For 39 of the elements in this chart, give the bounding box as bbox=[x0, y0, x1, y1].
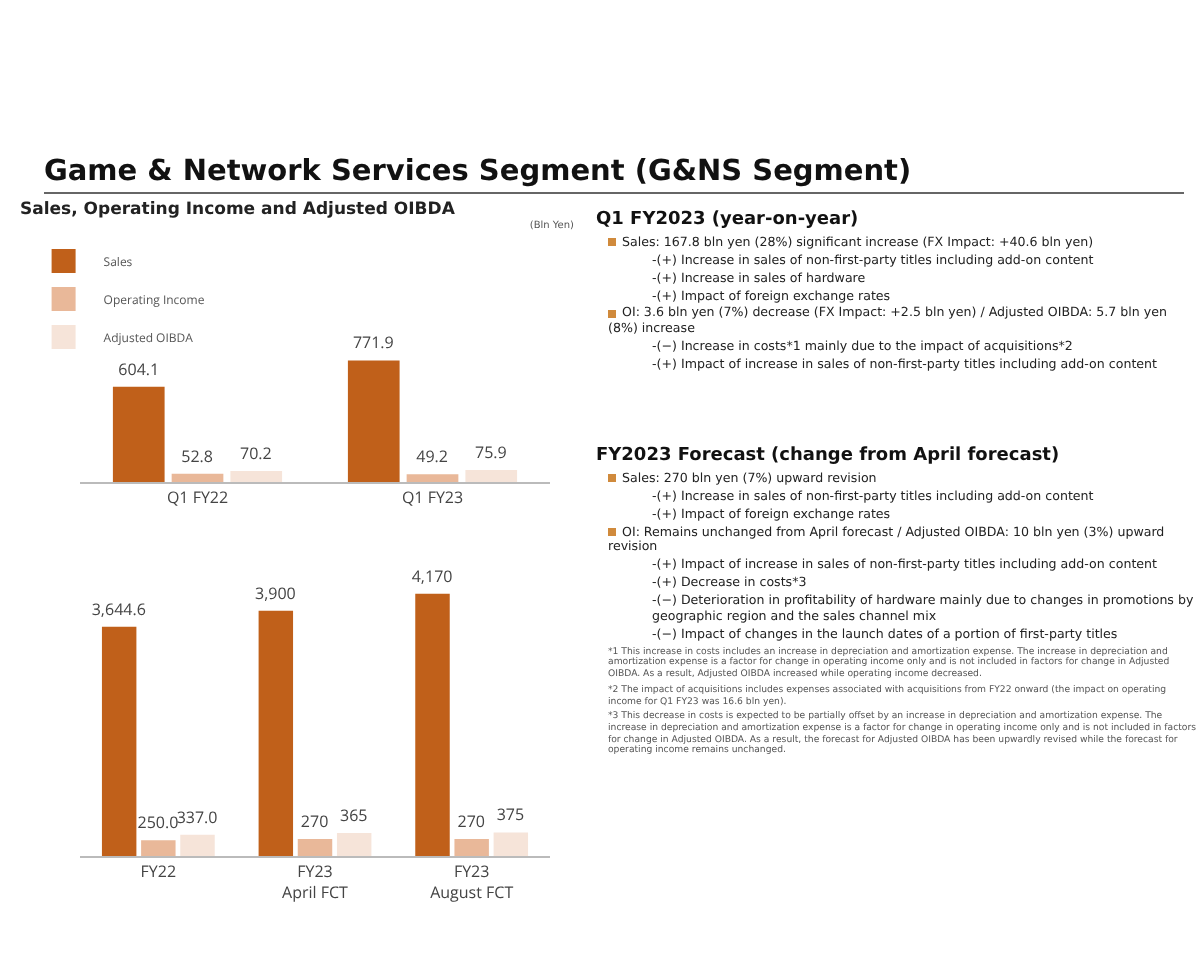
x-tick-label: FY22 bbox=[140, 861, 177, 884]
bar bbox=[406, 474, 459, 482]
x-tick-label: FY23 April FCT bbox=[282, 861, 350, 904]
data-label: 3,900 bbox=[255, 582, 297, 605]
bar bbox=[141, 840, 176, 856]
bar bbox=[347, 360, 400, 482]
data-label: 75.9 bbox=[475, 442, 508, 465]
bar bbox=[493, 832, 529, 856]
bar bbox=[297, 839, 333, 856]
x-tick-label: Q1 FY23 bbox=[401, 487, 464, 510]
data-label: 771.9 bbox=[352, 332, 395, 355]
bar bbox=[180, 834, 215, 856]
x-tick-label: FY23 August FCT bbox=[430, 861, 515, 904]
bar bbox=[230, 470, 283, 482]
bar bbox=[415, 593, 450, 856]
bar bbox=[465, 470, 518, 482]
data-label: 4,170 bbox=[411, 565, 454, 588]
data-label: 365 bbox=[340, 805, 369, 828]
data-label: 52.8 bbox=[181, 445, 214, 468]
bar bbox=[454, 839, 489, 856]
data-label: 375 bbox=[496, 804, 525, 827]
data-label: 250.0 bbox=[137, 812, 180, 835]
x-tick-label: Q1 FY22 bbox=[166, 487, 229, 510]
data-label: 270 bbox=[300, 811, 330, 834]
text: Q1 FY2023 (year-on-year) bbox=[596, 210, 861, 230]
bar bbox=[336, 833, 372, 856]
bar bbox=[101, 626, 137, 856]
bar bbox=[171, 473, 224, 482]
chart-title: Game & Network Services Segment (G&NS Segment) bbox=[44, 156, 1184, 194]
data-label: 70.2 bbox=[240, 442, 273, 465]
data-label: 3,644.6 bbox=[91, 598, 147, 621]
data-label: 270 bbox=[457, 811, 486, 834]
bar bbox=[112, 386, 165, 482]
text: FY2023 Forecast (change from April forecast) bbox=[596, 446, 1062, 466]
data-label: 604.1 bbox=[118, 358, 160, 381]
bar bbox=[258, 610, 294, 856]
data-label: 337.0 bbox=[176, 806, 219, 829]
data-label: 49.2 bbox=[416, 446, 449, 469]
chart-subtitle: Sales, Operating Income and Adjusted OIBDA bbox=[20, 200, 457, 220]
